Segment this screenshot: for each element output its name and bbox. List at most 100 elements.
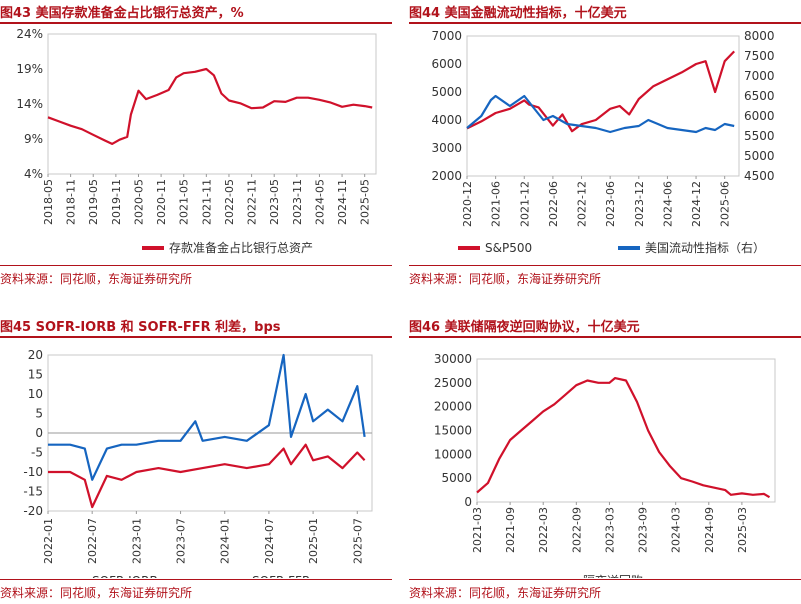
x-tick-label: 2023-01 <box>130 518 143 564</box>
plot-frame <box>476 358 776 503</box>
series-line-1 <box>47 67 373 146</box>
y-tick-label: 10000 <box>434 447 472 461</box>
legend-label: SOFR-IORB <box>92 574 158 578</box>
x-tick-label: 2025-01 <box>307 518 320 564</box>
y-tick-label: 19% <box>16 62 43 76</box>
x-tick-label: 2020-05 <box>132 179 145 225</box>
title-divider <box>0 22 392 24</box>
series-line-2 <box>466 94 735 134</box>
y2-tick-label: 5500 <box>744 129 775 143</box>
y-tick-label: 25000 <box>434 376 472 390</box>
y-tick-label: 20 <box>28 348 43 362</box>
y-tick-label: 0 <box>464 495 472 509</box>
chart-title: 图43 美国存款准备金占比银行总资产，% <box>0 6 244 21</box>
y2-tick-label: 6000 <box>744 109 775 123</box>
y-tick-label: 15 <box>28 368 43 382</box>
y-tick-label: 6000 <box>431 57 462 71</box>
x-tick-label: 2024-12 <box>690 181 703 227</box>
x-tick-label: 2022-06 <box>547 181 560 227</box>
x-tick-label: 2018-11 <box>65 179 78 225</box>
y-tick-label: 5000 <box>441 471 472 485</box>
legend-label: 存款准备金占比银行总资产 <box>169 240 313 255</box>
y2-tick-label: 8000 <box>744 29 775 43</box>
y-tick-label: 30000 <box>434 352 472 366</box>
series-line-1 <box>466 50 735 133</box>
y-tick-label: -15 <box>23 485 43 499</box>
y-tick-label: 9% <box>24 132 43 146</box>
chart-title: 图46 美联储隔夜逆回购协议，十亿美元 <box>409 320 640 335</box>
plot-frame <box>466 35 740 177</box>
x-tick-label: 2022-03 <box>537 507 550 553</box>
y-tick-label: 2000 <box>431 169 462 183</box>
x-tick-label: 2023-03 <box>603 507 616 553</box>
x-tick-label: 2021-11 <box>200 179 213 225</box>
y-tick-label: 0 <box>35 426 43 440</box>
series-line-2 <box>48 353 366 481</box>
x-tick-label: 2021-03 <box>471 507 484 553</box>
x-tick-label: 2024-11 <box>336 179 349 225</box>
y-tick-label: -20 <box>23 504 43 518</box>
source-divider <box>409 265 801 266</box>
y-tick-label: 20000 <box>434 400 472 414</box>
y-tick-label: 3000 <box>431 141 462 155</box>
y-tick-label: 4000 <box>431 113 462 127</box>
plot-frame <box>47 33 377 175</box>
x-tick-label: 2021-09 <box>504 507 517 553</box>
series-line-1 <box>476 376 771 499</box>
x-tick-label: 2022-07 <box>86 518 99 564</box>
y2-tick-label: 5000 <box>744 149 775 163</box>
x-tick-label: 2024-09 <box>703 507 716 553</box>
chart-panel-sofr-spreads: 图45 SOFR-IORB 和 SOFR-FFR 利差，bps -20 -15 -1… <box>0 314 392 604</box>
legend-label: 隔夜逆回购 <box>583 573 643 578</box>
x-tick-label: 2024-06 <box>661 181 674 227</box>
y-tick-label: -5 <box>31 446 43 460</box>
series-line-1 <box>48 443 366 509</box>
x-tick-label: 2022-12 <box>576 181 589 227</box>
x-tick-label: 2023-06 <box>604 181 617 227</box>
x-tick-label: 2022-11 <box>246 179 259 225</box>
source-divider <box>0 265 392 266</box>
legend-label: 美国流动性指标（右） <box>645 240 765 255</box>
legend-label: SOFR-FFR <box>252 574 310 578</box>
x-tick-label: 2022-05 <box>223 179 236 225</box>
y-tick-label: 24% <box>16 27 43 41</box>
x-tick-label: 2024-03 <box>670 507 683 553</box>
x-tick-label: 2025-05 <box>359 179 372 225</box>
x-tick-label: 2024-05 <box>313 179 326 225</box>
x-tick-label: 2024-01 <box>219 518 232 564</box>
sofr-spreads-chart: -20 -15 -10 -5 0 5 10 15 20 2022-01 2022-07 2023-01… <box>23 348 373 578</box>
x-tick-label: 2022-01 <box>42 518 55 564</box>
x-tick-label: 2023-11 <box>291 179 304 225</box>
y-tick-label: 5000 <box>431 85 462 99</box>
x-tick-label: 2020-12 <box>461 181 474 227</box>
y-tick-label: 10 <box>28 387 43 401</box>
x-tick-label: 2023-05 <box>268 179 281 225</box>
y2-tick-label: 7500 <box>744 49 775 63</box>
chart-source: 资料来源：同花顺，东海证券研究所 <box>0 272 193 286</box>
title-divider <box>409 336 801 338</box>
x-tick-label: 2023-09 <box>637 507 650 553</box>
y-tick-label: 4% <box>24 167 43 181</box>
x-tick-label: 2019-05 <box>87 179 100 225</box>
chart-panel-reserves: 图43 美国存款准备金占比银行总资产，% 4% 9% 14% 19% 24% 2018-0… <box>0 0 392 290</box>
y2-tick-label: 4500 <box>744 169 775 183</box>
chart-panel-liquidity: 图44 美国金融流动性指标，十亿美元 2000 3000 4000 5000 6000 7… <box>409 0 801 290</box>
x-tick-label: 2021-12 <box>518 181 531 227</box>
y2-tick-label: 7000 <box>744 69 775 83</box>
x-tick-label: 2023-12 <box>633 181 646 227</box>
x-tick-label: 2022-09 <box>570 507 583 553</box>
source-divider <box>409 579 801 580</box>
chart-source: 资料来源：同花顺，东海证券研究所 <box>0 586 193 600</box>
x-tick-label: 2018-05 <box>42 179 55 225</box>
liquidity-chart: 2000 3000 4000 5000 6000 7000 4500 5000 5500 6000… <box>431 29 775 255</box>
chart-source: 资料来源：同花顺，东海证券研究所 <box>409 586 602 600</box>
legend-label: S&P500 <box>485 241 532 255</box>
x-tick-label: 2021-06 <box>490 181 503 227</box>
chart-title: 图44 美国金融流动性指标，十亿美元 <box>409 6 627 21</box>
title-divider <box>0 336 392 338</box>
x-tick-label: 2025-07 <box>351 518 364 564</box>
x-tick-label: 2025-06 <box>719 181 732 227</box>
x-tick-label: 2020-11 <box>155 179 168 225</box>
chart-source: 资料来源：同花顺，东海证券研究所 <box>409 272 602 286</box>
chart-title: 图45 SOFR-IORB 和 SOFR-FFR 利差，bps <box>0 320 281 335</box>
